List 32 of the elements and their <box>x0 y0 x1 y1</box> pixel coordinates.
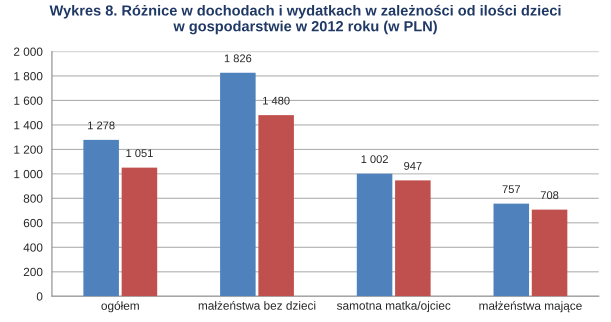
bar <box>395 180 431 296</box>
data-label: 708 <box>540 191 558 200</box>
x-tick-label: małżeństwa bez dzieci <box>198 300 316 310</box>
y-tick-label: 200 <box>24 268 42 276</box>
bar <box>532 210 568 296</box>
y-tick-label: 1 000 <box>14 170 42 178</box>
bar <box>83 140 119 296</box>
y-tick-label: 2 000 <box>14 48 42 56</box>
data-label: 1 480 <box>263 96 290 105</box>
data-label: 1 278 <box>88 121 115 130</box>
y-tick-label: 1 600 <box>14 96 42 105</box>
y-tick-label: 1 200 <box>14 145 42 154</box>
x-tick-label: ogółem <box>101 301 139 312</box>
bar <box>122 168 158 296</box>
data-label: 757 <box>502 185 520 194</box>
data-label: 1 002 <box>362 155 388 164</box>
y-tick-label: 600 <box>24 218 42 228</box>
y-tick-label: 800 <box>24 194 42 203</box>
y-tick-label: 1 400 <box>14 120 42 130</box>
data-label: 1 826 <box>224 54 252 62</box>
chart-title: Wykres 8. Różnice w dochodach i wydatkach w zależności od ilości dzieci w gospodarstwie w 2012 roku (w PLN) <box>50 4 560 34</box>
bar <box>494 204 530 296</box>
bar <box>220 72 256 296</box>
data-label: 947 <box>404 162 422 170</box>
data-label: 1 051 <box>126 149 153 158</box>
y-tick-label: 1 800 <box>14 72 42 80</box>
bar <box>356 174 392 296</box>
y-tick-label: 0 <box>36 292 42 301</box>
y-tick-label: 400 <box>23 243 42 252</box>
bar <box>258 115 294 296</box>
x-tick-label: samotna matka/ojciec <box>336 301 450 312</box>
x-tick-label: małżeństwa mające <box>479 301 582 312</box>
